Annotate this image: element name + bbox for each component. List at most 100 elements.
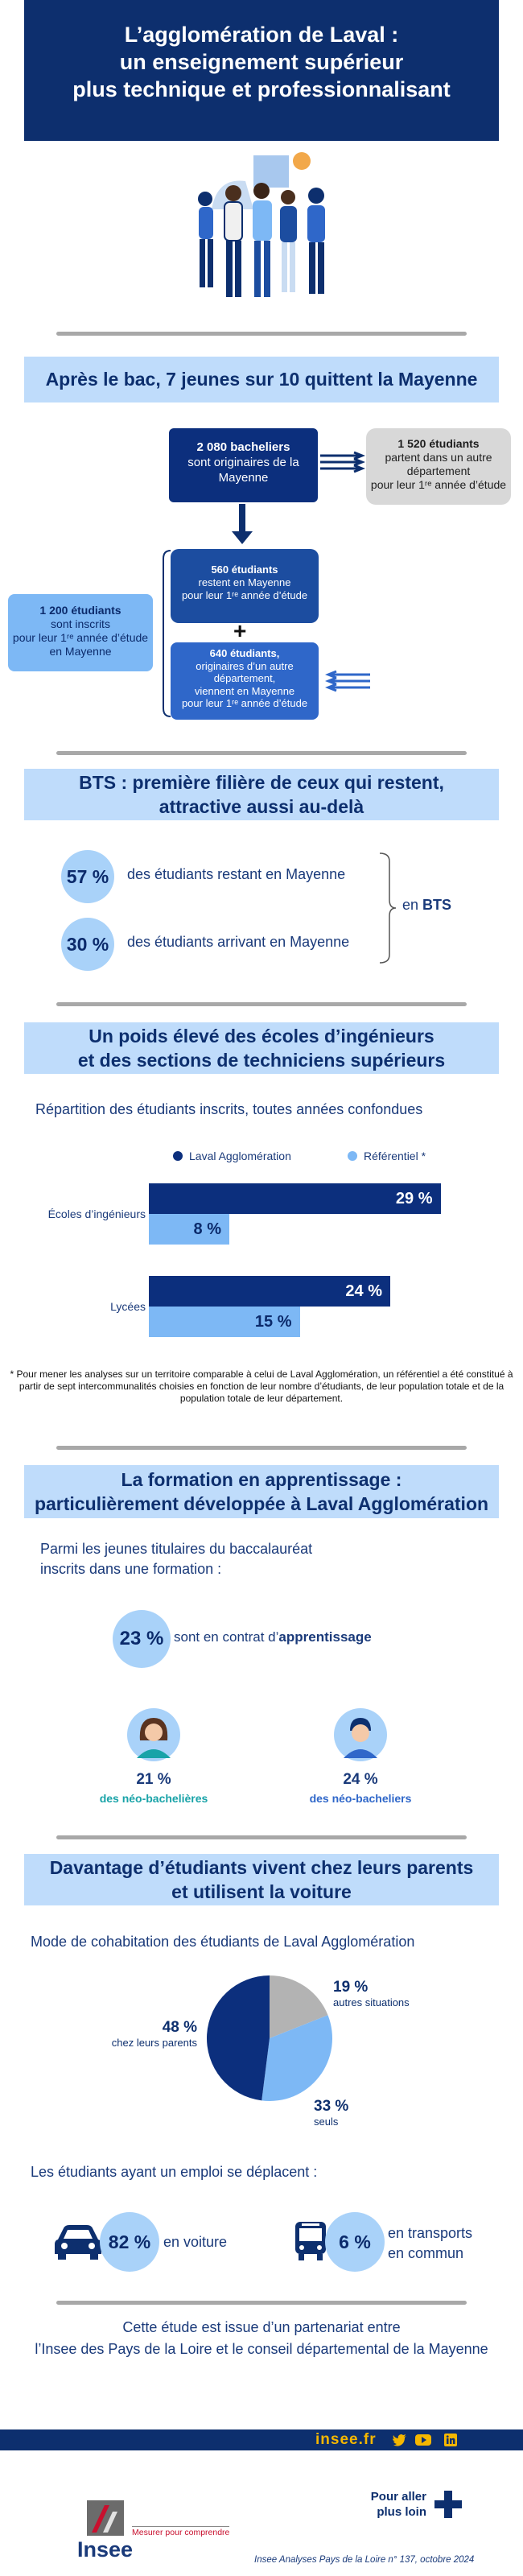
section1-title: Après le bac, 7 jeunes sur 10 quittent l… xyxy=(24,357,499,402)
page-title-line2: un enseignement supérieur xyxy=(119,50,404,74)
pie-label-seuls: 33 % seuls xyxy=(314,2098,348,2128)
page-title-line1: L’agglomération de Laval : xyxy=(124,23,399,47)
restent-text2: pour leur 1ʳᵉ année d’étude xyxy=(181,589,308,601)
category-label: Lycées xyxy=(110,1300,146,1313)
bacheliers-box: 2 080 bacheliers sont originaires de la … xyxy=(169,428,318,502)
chart-footnote: * Pour mener les analyses sur un territo… xyxy=(10,1368,513,1404)
pie-label-parents: 48 % chez leurs parents xyxy=(89,2019,197,2049)
section-divider xyxy=(56,332,467,336)
apprentissage-intro: Parmi les jeunes titulaires du baccalaur… xyxy=(40,1539,312,1579)
section5-title-line2: et utilisent la voiture xyxy=(171,1881,352,1902)
pie-value-autres: 19 % xyxy=(333,1979,369,1996)
bts-bracket-bold: BTS xyxy=(422,897,452,913)
car-value: 82 % xyxy=(108,2231,151,2252)
inscrits-count: 1 200 étudiants xyxy=(39,604,121,617)
section-divider xyxy=(56,1835,467,1839)
outflow-arrows-icon xyxy=(320,451,365,473)
apprentissage-intro-line1: Parmi les jeunes titulaires du baccalaur… xyxy=(40,1541,313,1557)
car-circle: 82 % xyxy=(100,2212,159,2272)
apprentissage-circle: 23 % xyxy=(113,1610,171,1668)
plus-icon[interactable] xyxy=(434,2491,462,2518)
bts-stat1-label: des étudiants restant en Mayenne xyxy=(127,866,346,882)
bus-label-line1: en transports xyxy=(388,2225,473,2241)
bus-value: 6 % xyxy=(339,2231,371,2252)
section5-title-line1: Davantage d’étudiants vivent chez leurs … xyxy=(49,1857,474,1878)
legend-dot-ref xyxy=(348,1151,357,1161)
pie-slice xyxy=(262,2015,332,2101)
chart-legend-ref: Référentiel * xyxy=(348,1150,426,1162)
students-illustration xyxy=(198,152,325,297)
youtube-icon[interactable] xyxy=(415,2434,431,2446)
bacheliers-text: sont originaires de la Mayenne xyxy=(187,456,299,485)
more-line1: Pour aller xyxy=(370,2490,426,2504)
pie-value-seuls: 33 % xyxy=(314,2098,349,2115)
female-label: des néo-bachelières xyxy=(99,1792,208,1805)
more-link[interactable]: Pour aller plus loin xyxy=(348,2489,426,2520)
insee-logo-text: Insee xyxy=(77,2537,134,2562)
section3-title-line1: Un poids élevé des écoles d’ingénieurs xyxy=(89,1026,434,1046)
pie-slice xyxy=(270,1975,328,2038)
female-avatar-icon xyxy=(127,1708,180,1761)
arrivent-text3: pour leur 1ʳᵉ année d’étude xyxy=(181,697,308,709)
chart-subtitle: Répartition des étudiants inscrits, tout… xyxy=(35,1101,423,1117)
down-arrow-icon xyxy=(232,504,253,544)
male-avatar-icon xyxy=(334,1708,387,1761)
male-value: 24 % xyxy=(343,1771,378,1788)
pie-label-autres: 19 % autres situations xyxy=(333,1979,410,2008)
pie-subtitle: Mode de cohabitation des étudiants de La… xyxy=(31,1934,415,1950)
pie-value-parents: 48 % xyxy=(162,2019,197,2036)
bts-stat1-value: 57 % xyxy=(66,865,109,887)
apprentissage-intro-line2: inscrits dans une formation : xyxy=(40,1561,222,1577)
partnership-line2: l’Insee des Pays de la Loire et le conse… xyxy=(35,2341,488,2357)
bus-label: en transports en commun xyxy=(388,2223,472,2264)
section3-title-line2: et des sections de techniciens supérieur… xyxy=(77,1050,446,1071)
apprentissage-value: 23 % xyxy=(119,1628,164,1649)
bts-stat1-circle: 57 % xyxy=(61,850,114,903)
bar-value-label: 29 % xyxy=(395,1190,433,1208)
restent-box: 560 étudiants restent en Mayenne pour le… xyxy=(171,549,319,623)
restent-text1: restent en Mayenne xyxy=(198,576,291,588)
page-title: L’agglomération de Laval : un enseigneme… xyxy=(24,21,499,103)
site-link[interactable]: insee.fr xyxy=(315,2431,377,2448)
legend-label-laval: Laval Agglomération xyxy=(189,1150,291,1162)
section-divider xyxy=(56,751,467,755)
arrivent-text1: originaires d’un autre département, xyxy=(196,659,294,685)
bar-referentiel: 8 % xyxy=(149,1214,229,1245)
twitter-icon[interactable] xyxy=(393,2434,407,2446)
section2-title-line1: BTS : première filière de ceux qui reste… xyxy=(79,772,444,793)
bar-value-label: 24 % xyxy=(345,1282,382,1300)
bus-circle: 6 % xyxy=(325,2212,385,2272)
bar-laval: 24 % xyxy=(149,1276,390,1307)
apprentissage-text: sont en contrat d’ xyxy=(174,1629,279,1645)
insee-logo-icon xyxy=(87,2500,124,2536)
restent-count: 560 étudiants xyxy=(211,564,278,576)
bus-label-line2: en commun xyxy=(388,2245,464,2261)
legend-dot-laval xyxy=(173,1151,183,1161)
bts-bracket-icon xyxy=(379,852,397,964)
pie-text-seuls: seuls xyxy=(314,2116,339,2128)
bar-laval: 29 % xyxy=(149,1183,441,1214)
arrivent-text2: viennent en Mayenne xyxy=(194,684,295,697)
bts-stat2-circle: 30 % xyxy=(61,918,114,971)
bar-referentiel: 15 % xyxy=(149,1307,300,1337)
car-label: en voiture xyxy=(163,2234,228,2250)
more-line2: plus loin xyxy=(377,2505,426,2519)
bracket-left-icon xyxy=(163,550,171,717)
section-divider xyxy=(56,1002,467,1006)
pie-text-autres: autres situations xyxy=(333,1996,410,2008)
bts-bracket-prefix: en xyxy=(402,897,423,913)
partent-text1: partent dans un autre département xyxy=(385,451,492,477)
pie-text-parents: chez leurs parents xyxy=(111,2037,197,2049)
page-title-line3: plus technique et professionnalisant xyxy=(72,77,451,101)
section4-title-line2: particulièrement développée à Laval Aggl… xyxy=(34,1493,489,1514)
inflow-arrows-icon xyxy=(325,670,370,692)
linkedin-icon[interactable] xyxy=(444,2434,457,2446)
bar-value-label: 15 % xyxy=(254,1313,292,1331)
pie-slice xyxy=(206,1975,270,2101)
footer-bar xyxy=(0,2429,523,2450)
plus-sign: + xyxy=(233,618,247,643)
section5-title: Davantage d’étudiants vivent chez leurs … xyxy=(24,1854,499,1905)
insee-tagline: Mesurer pour comprendre xyxy=(132,2526,230,2537)
bts-stat2-label: des étudiants arrivant en Mayenne xyxy=(127,934,350,950)
transport-intro: Les étudiants ayant un emploi se déplace… xyxy=(31,2164,318,2180)
